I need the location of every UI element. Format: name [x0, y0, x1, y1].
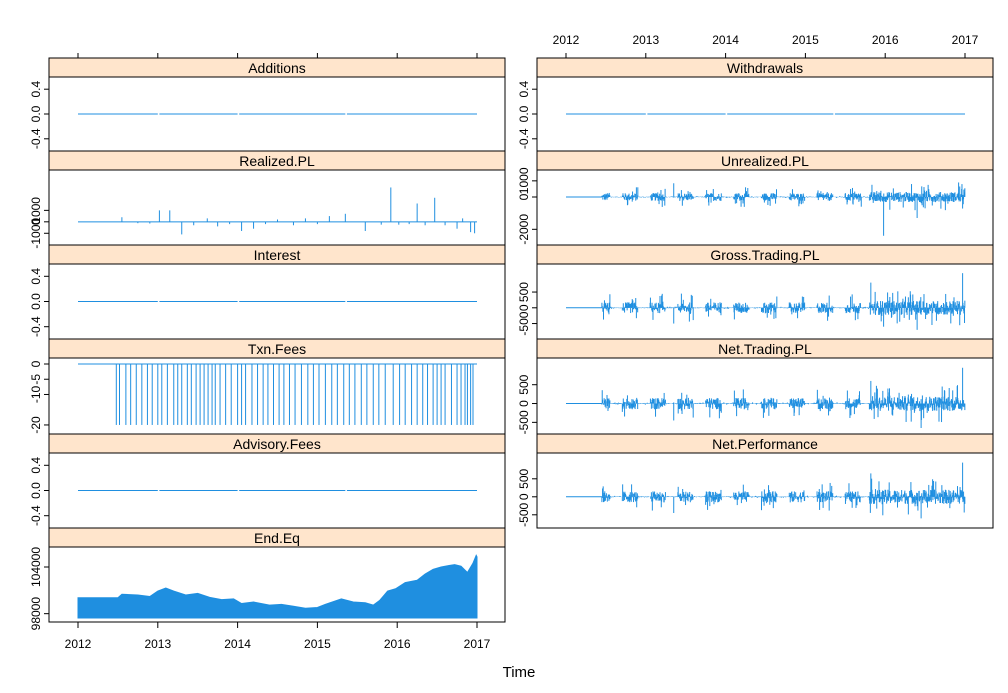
x-tick-label-top: 2017	[952, 33, 979, 47]
panel-frame-net-trading-pl	[536, 357, 994, 435]
panel-title-gross-trading-pl: Gross.Trading.PL	[710, 247, 819, 263]
x-tick-label-bottom: 2012	[65, 637, 92, 651]
series-gross-trading-pl	[566, 273, 966, 330]
y-tick-label-gross-trading-pl: 0	[517, 304, 531, 311]
y-tick-label-unrealized-pl: 0	[517, 193, 531, 200]
y-tick-label-net-trading-pl: 0	[517, 400, 531, 407]
panel-frame-realized-pl	[48, 169, 506, 246]
y-tick-label-additions: -0.4	[29, 128, 43, 149]
y-tick-label-net-performance: 500	[517, 468, 531, 488]
x-tick-label-top: 2015	[792, 33, 819, 47]
y-tick-label-end-eq: 98000	[29, 597, 43, 631]
y-tick-label-withdrawals: -0.4	[517, 128, 531, 149]
panel-title-additions: Additions	[248, 60, 306, 76]
x-tick-label-top: 2012	[553, 33, 580, 47]
y-tick-label-unrealized-pl: 1000	[517, 167, 531, 194]
y-tick-label-interest: 0.4	[29, 268, 43, 285]
y-tick-label-realized-pl: -1000	[29, 218, 43, 249]
panel-title-realized-pl: Realized.PL	[239, 153, 315, 169]
y-tick-label-additions: 0.0	[29, 105, 43, 122]
x-tick-label-top: 2014	[712, 33, 739, 47]
panel-frame-net-performance	[536, 452, 994, 529]
panel-frame-end-eq	[48, 546, 506, 623]
y-tick-label-realized-pl: 0	[29, 218, 43, 225]
panels-group: Additions Withdrawals Realized.PL Unrealize…	[48, 57, 994, 623]
series-txn-fees	[78, 363, 477, 425]
y-tick-label-additions: 0.4	[29, 81, 43, 98]
panel-title-withdrawals: Withdrawals	[727, 60, 803, 76]
x-tick-label-bottom: 2014	[224, 637, 251, 651]
panel-title-txn-fees: Txn.Fees	[248, 341, 306, 357]
x-tick-label-bottom: 2017	[464, 637, 491, 651]
y-tick-label-net-performance: 0	[517, 493, 531, 500]
y-tick-label-net-performance: -500	[517, 502, 531, 526]
y-tick-label-txn-fees: 0	[29, 360, 43, 367]
panel-title-interest: Interest	[254, 247, 301, 263]
series-end-eq	[77, 554, 478, 619]
y-tick-label-withdrawals: 0.0	[517, 105, 531, 122]
y-tick-label-advisory-fees: 0.0	[29, 482, 43, 499]
panel-frame-gross-trading-pl	[536, 263, 994, 340]
y-tick-label-gross-trading-pl: 500	[517, 282, 531, 302]
y-tick-label-gross-trading-pl: -500	[517, 311, 531, 335]
axes-group: -0.40.00.4-0.40.00.4-100001000-200001000…	[29, 33, 979, 651]
x-axis-label: Time	[503, 664, 536, 681]
series-realized-pl	[78, 187, 477, 235]
panel-title-unrealized-pl: Unrealized.PL	[721, 153, 809, 169]
y-tick-label-end-eq: 104000	[29, 547, 43, 587]
panel-title-net-trading-pl: Net.Trading.PL	[718, 341, 812, 357]
y-tick-label-advisory-fees: -0.4	[29, 505, 43, 526]
y-tick-label-txn-fees: -10	[29, 385, 43, 403]
equity-area	[77, 554, 478, 619]
y-tick-label-interest: 0.0	[29, 293, 43, 310]
x-tick-label-bottom: 2015	[304, 637, 331, 651]
y-tick-label-interest: -0.4	[29, 316, 43, 337]
y-tick-label-txn-fees: -5	[29, 374, 43, 385]
series-unrealized-pl	[566, 182, 966, 236]
series-net-trading-pl	[566, 367, 966, 428]
x-tick-label-top: 2016	[872, 33, 899, 47]
panel-title-net-performance: Net.Performance	[712, 436, 818, 452]
panel-title-advisory-fees: Advisory.Fees	[233, 436, 321, 452]
y-tick-label-net-trading-pl: 500	[517, 374, 531, 394]
x-tick-label-top: 2013	[632, 33, 659, 47]
panel-title-end-eq: End.Eq	[254, 530, 300, 546]
y-tick-label-unrealized-pl: -2000	[517, 214, 531, 245]
x-tick-label-bottom: 2013	[144, 637, 171, 651]
y-tick-label-net-trading-pl: -500	[517, 410, 531, 434]
y-tick-label-withdrawals: 0.4	[517, 81, 531, 98]
y-tick-label-txn-fees: -20	[29, 416, 43, 434]
y-tick-label-realized-pl: 1000	[29, 197, 43, 224]
y-tick-label-advisory-fees: 0.4	[29, 457, 43, 474]
x-tick-label-bottom: 2016	[384, 637, 411, 651]
series-net-performance	[566, 462, 966, 519]
